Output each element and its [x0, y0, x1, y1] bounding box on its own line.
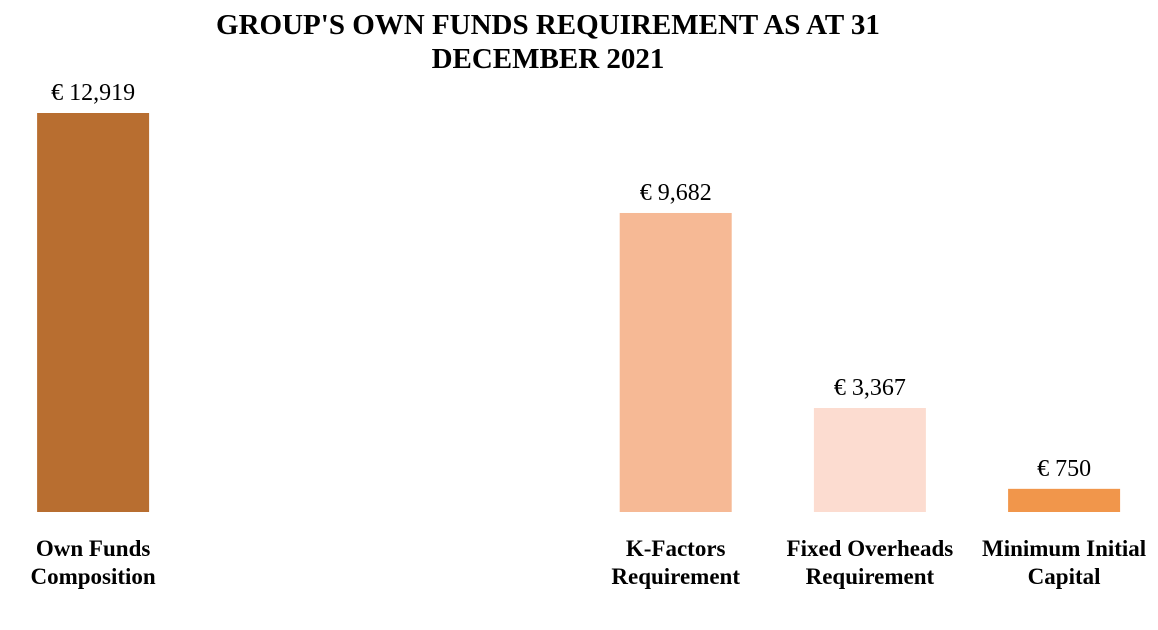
bar	[619, 212, 732, 512]
data-label: € 750	[1037, 455, 1092, 482]
data-label: € 9,682	[639, 179, 712, 206]
x-tick-label: K-Factors Requirement	[611, 536, 740, 589]
x-tick-label: Minimum Initial Capital	[981, 536, 1147, 589]
bar	[1008, 488, 1121, 512]
bar	[813, 408, 926, 512]
x-tick-label: Own Funds Composition	[30, 536, 156, 589]
bar	[37, 113, 150, 512]
chart-title: GROUP'S OWN FUNDS REQUIREMENT AS AT 31 D…	[216, 9, 880, 75]
data-label: € 12,919	[51, 80, 136, 106]
data-label: € 3,367	[833, 375, 906, 401]
x-tick-label: Fixed Overheads Requirement	[786, 536, 954, 589]
